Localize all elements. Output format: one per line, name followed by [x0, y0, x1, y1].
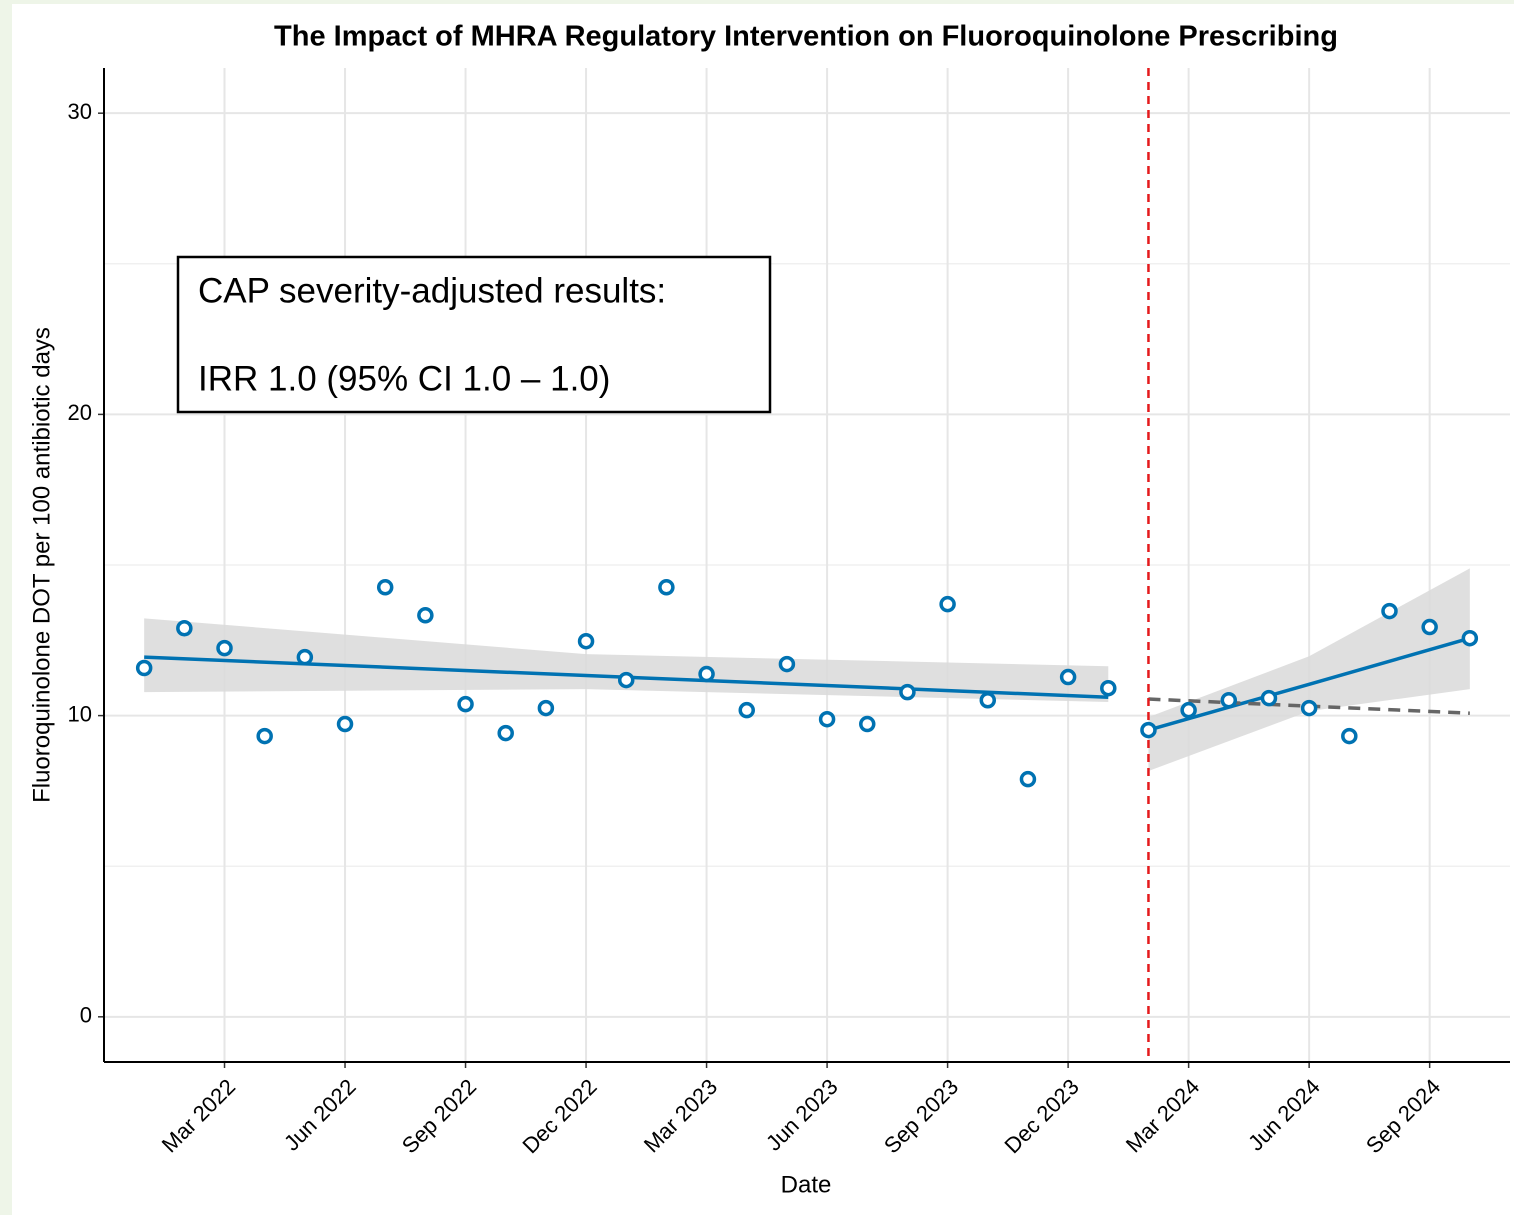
data-point [617, 671, 635, 689]
data-point [1140, 721, 1157, 739]
data-point [1260, 689, 1278, 707]
data-point [216, 639, 233, 657]
data-point [818, 710, 836, 728]
data-point [1421, 618, 1438, 636]
confidence-band [144, 618, 1109, 703]
panel [12, 4, 1514, 1215]
data-point [738, 701, 755, 719]
x-axis-label: Date [781, 1171, 832, 1198]
data-point [497, 724, 514, 742]
y-tick-label: 20 [68, 400, 92, 425]
data-point [1461, 629, 1479, 647]
data-point [939, 595, 956, 613]
chart-title: The Impact of MHRA Regulatory Interventi… [274, 21, 1338, 53]
data-point [1341, 727, 1358, 745]
data-point [577, 632, 595, 650]
data-point [658, 579, 675, 596]
data-point [778, 655, 796, 673]
data-point [859, 715, 876, 733]
data-point [135, 659, 153, 677]
data-point [1220, 691, 1238, 709]
data-point [537, 699, 555, 717]
data-point [1100, 679, 1117, 697]
y-tick-label: 10 [68, 701, 92, 726]
data-point [1300, 699, 1318, 717]
data-point [1059, 668, 1077, 686]
annotation-box [176, 255, 772, 414]
data-point [376, 579, 394, 596]
data-point [1180, 701, 1197, 719]
y-tick-label: 30 [68, 99, 92, 124]
data-point [457, 695, 474, 713]
y-tick-label: 0 [80, 1003, 92, 1028]
data-point [296, 648, 314, 666]
annotation-text: CAP severity-adjusted results: [198, 271, 666, 310]
data-point [698, 665, 715, 683]
data-point [1381, 602, 1398, 620]
data-point [176, 620, 193, 637]
annotation-text: IRR 1.0 (95% CI 1.0 – 1.0) [198, 359, 610, 398]
data-point [256, 727, 273, 745]
data-point [417, 607, 434, 624]
y-axis-label: Fluoroquinolone DOT per 100 antibiotic d… [28, 327, 55, 803]
fitted-line [1147, 636, 1471, 732]
data-point [979, 691, 997, 709]
data-point [1019, 770, 1037, 788]
fitted-line [144, 655, 1109, 699]
data-point [336, 715, 354, 733]
data-point [899, 683, 916, 701]
